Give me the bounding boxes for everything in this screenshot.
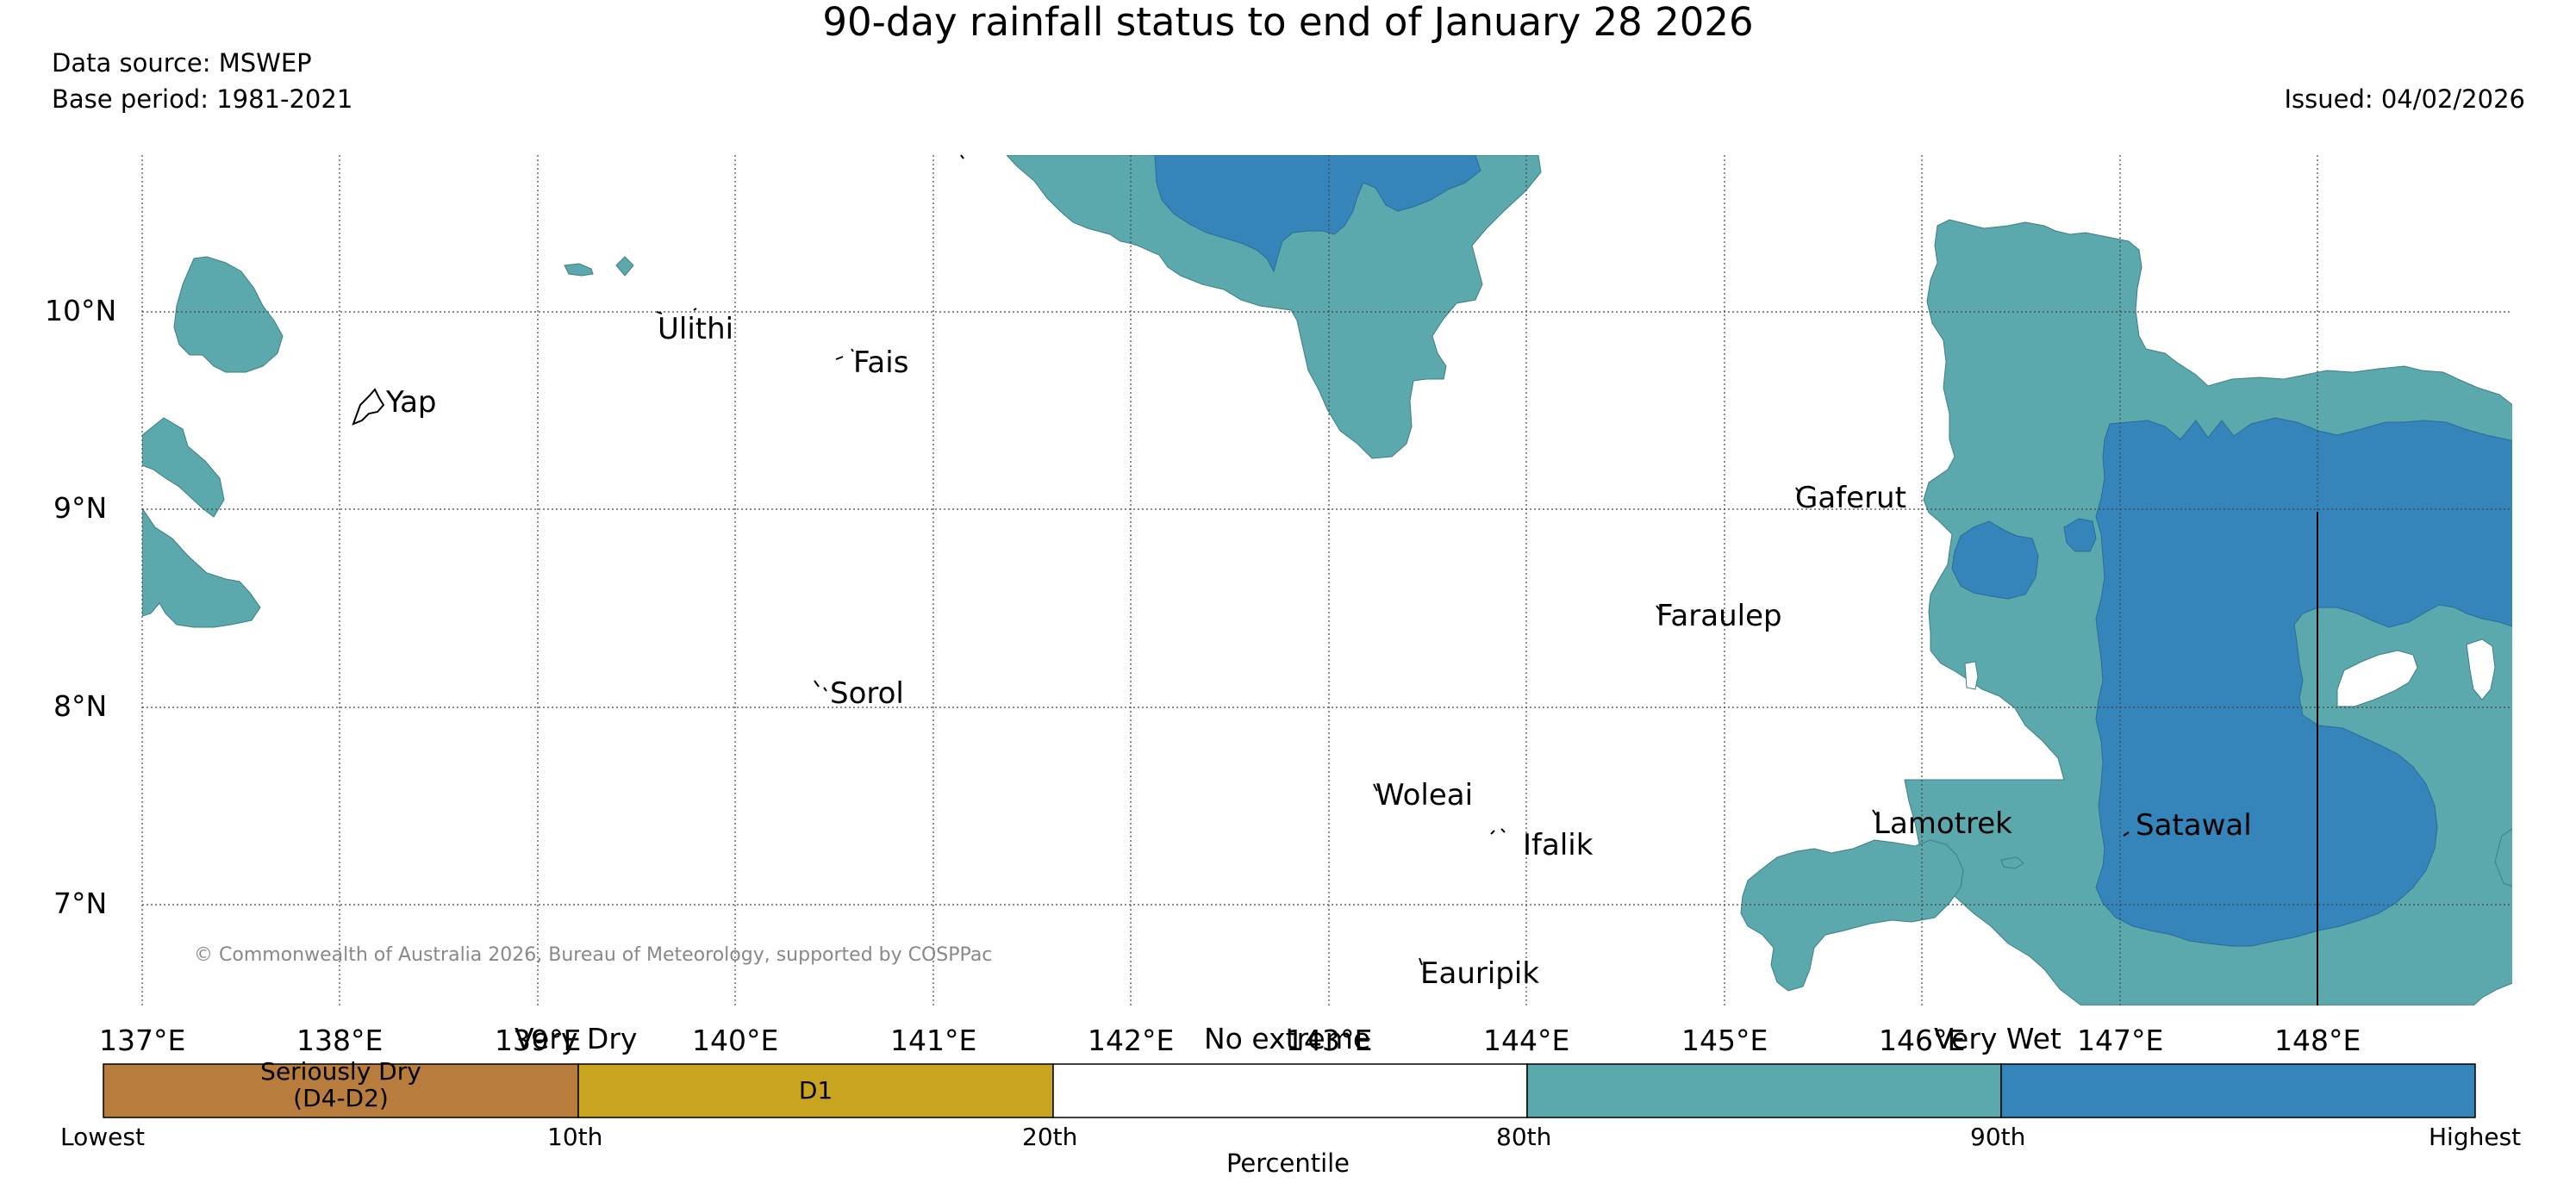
lat-label-8n: 8°N: [53, 689, 108, 723]
lon-label-142e: 142°E: [1088, 1024, 1175, 1057]
north-island-outline: [960, 154, 964, 159]
lon-label-138e: 138°E: [296, 1024, 384, 1057]
gaferut-island-outline: [1795, 487, 1800, 494]
sorol-island-outline: [814, 680, 827, 692]
legend-category-no-extreme: No extreme: [1204, 1022, 1371, 1055]
lamotrek-island-outline: [1872, 809, 1877, 816]
legend-tick-highest: Highest: [2429, 1123, 2522, 1151]
place-label-eauripik: Eauripik: [1420, 956, 1540, 991]
lon-label-137e: 137°E: [99, 1024, 186, 1057]
legend-tick-20th: 20th: [1022, 1123, 1078, 1151]
fais-island-outline: [835, 348, 854, 360]
lon-label-140e: 140°E: [692, 1024, 779, 1057]
place-label-fais: Fais: [853, 345, 909, 380]
legend-segment-wet: [1526, 1063, 2002, 1118]
legend-category-very-dry: Very Dry: [515, 1022, 638, 1055]
legend-label-d1: D1: [798, 1076, 833, 1105]
place-label-ulithi: Ulithi: [658, 312, 734, 346]
legend-segment-no-extreme: [1052, 1063, 1528, 1118]
place-label-sorol: Sorol: [830, 676, 904, 711]
lon-label-139e: 139°E: [495, 1024, 582, 1057]
legend-label-seriously-dry: Seriously Dry: [260, 1057, 421, 1086]
place-label-ifalik: Ifalik: [1523, 828, 1594, 862]
satawal-island-outline: [2123, 831, 2130, 837]
wet-region-small-2: [615, 256, 634, 277]
wet-region-top-center: [1006, 155, 1542, 459]
very-wet-region-east: [2095, 417, 2512, 947]
lon-label-147e: 147°E: [2077, 1024, 2164, 1057]
place-label-gaferut: Gaferut: [1795, 481, 1906, 515]
legend-segment-seriously-dry: [103, 1063, 579, 1118]
lon-label-143e: 143°E: [1286, 1024, 1373, 1057]
islands: [352, 154, 2130, 966]
very-wet-region-top: [1154, 155, 1481, 273]
legend-axis-label: Percentile: [1226, 1149, 1350, 1178]
legend-label-d4-d2: (D4-D2): [293, 1084, 389, 1112]
neutral-hole-1: [2336, 650, 2418, 707]
place-label-satawal: Satawal: [2136, 808, 2252, 843]
wet-region-west-1: [142, 417, 225, 518]
data-source-text: Data source: MSWEP: [52, 48, 312, 78]
graticule: [141, 155, 2512, 1005]
neutral-hole-3: [1964, 661, 1979, 690]
place-label-yap: Yap: [386, 385, 437, 420]
wet-region-north-west: [173, 256, 284, 373]
wet-region-small-3: [2494, 828, 2512, 887]
issued-date-text: Issued: 04/02/2026: [2284, 84, 2525, 114]
lon-label-145e: 145°E: [1681, 1024, 1768, 1057]
place-label-faraulep: Faraulep: [1656, 599, 1782, 633]
ifalik-island-outline: [1490, 828, 1506, 835]
ulithi-atoll-outline: [656, 308, 697, 314]
lon-label-148e: 148°E: [2274, 1024, 2361, 1057]
lat-label-10n: 10°N: [45, 294, 117, 327]
legend-tick-90th: 90th: [1970, 1123, 2026, 1151]
map-title: 90-day rainfall status to end of January…: [822, 0, 1754, 45]
faraulep-island-outline: [1656, 605, 1661, 611]
neutral-hole-2: [2466, 638, 2496, 700]
yap-island-outline: [352, 388, 385, 426]
wet-region-small-4: [2000, 856, 2024, 869]
legend-category-very-wet: Very Wet: [1934, 1022, 2061, 1055]
legend-segment-d1: [577, 1063, 1054, 1118]
wet-region-west-2: [142, 507, 261, 628]
legend-tick-10th: 10th: [547, 1123, 603, 1151]
woleai-island-outline: [1373, 783, 1378, 792]
copyright-notice: © Commonwealth of Australia 2026, Bureau…: [194, 944, 993, 966]
lon-label-144e: 144°E: [1483, 1024, 1570, 1057]
very-wet-region-east-small: [1951, 520, 2039, 600]
wet-region-south-east: [1740, 839, 1964, 992]
place-label-lamotrek: Lamotrek: [1874, 806, 2012, 841]
base-period-text: Base period: 1981-2021: [52, 84, 353, 114]
wet-region-small-1: [564, 263, 594, 277]
lon-label-141e: 141°E: [890, 1024, 977, 1057]
lon-label-146e: 146°E: [1879, 1024, 1966, 1057]
eauripik-island-outline: [1419, 957, 1423, 966]
lat-label-7n: 7°N: [53, 887, 108, 920]
place-label-woleai: Woleai: [1375, 778, 1474, 812]
lat-label-9n: 9°N: [53, 491, 108, 525]
legend-segment-very-wet: [2000, 1063, 2476, 1118]
legend-tick-lowest: Lowest: [60, 1123, 145, 1151]
very-wet-region-east-left: [2063, 518, 2097, 552]
legend-tick-80th: 80th: [1496, 1123, 1552, 1151]
